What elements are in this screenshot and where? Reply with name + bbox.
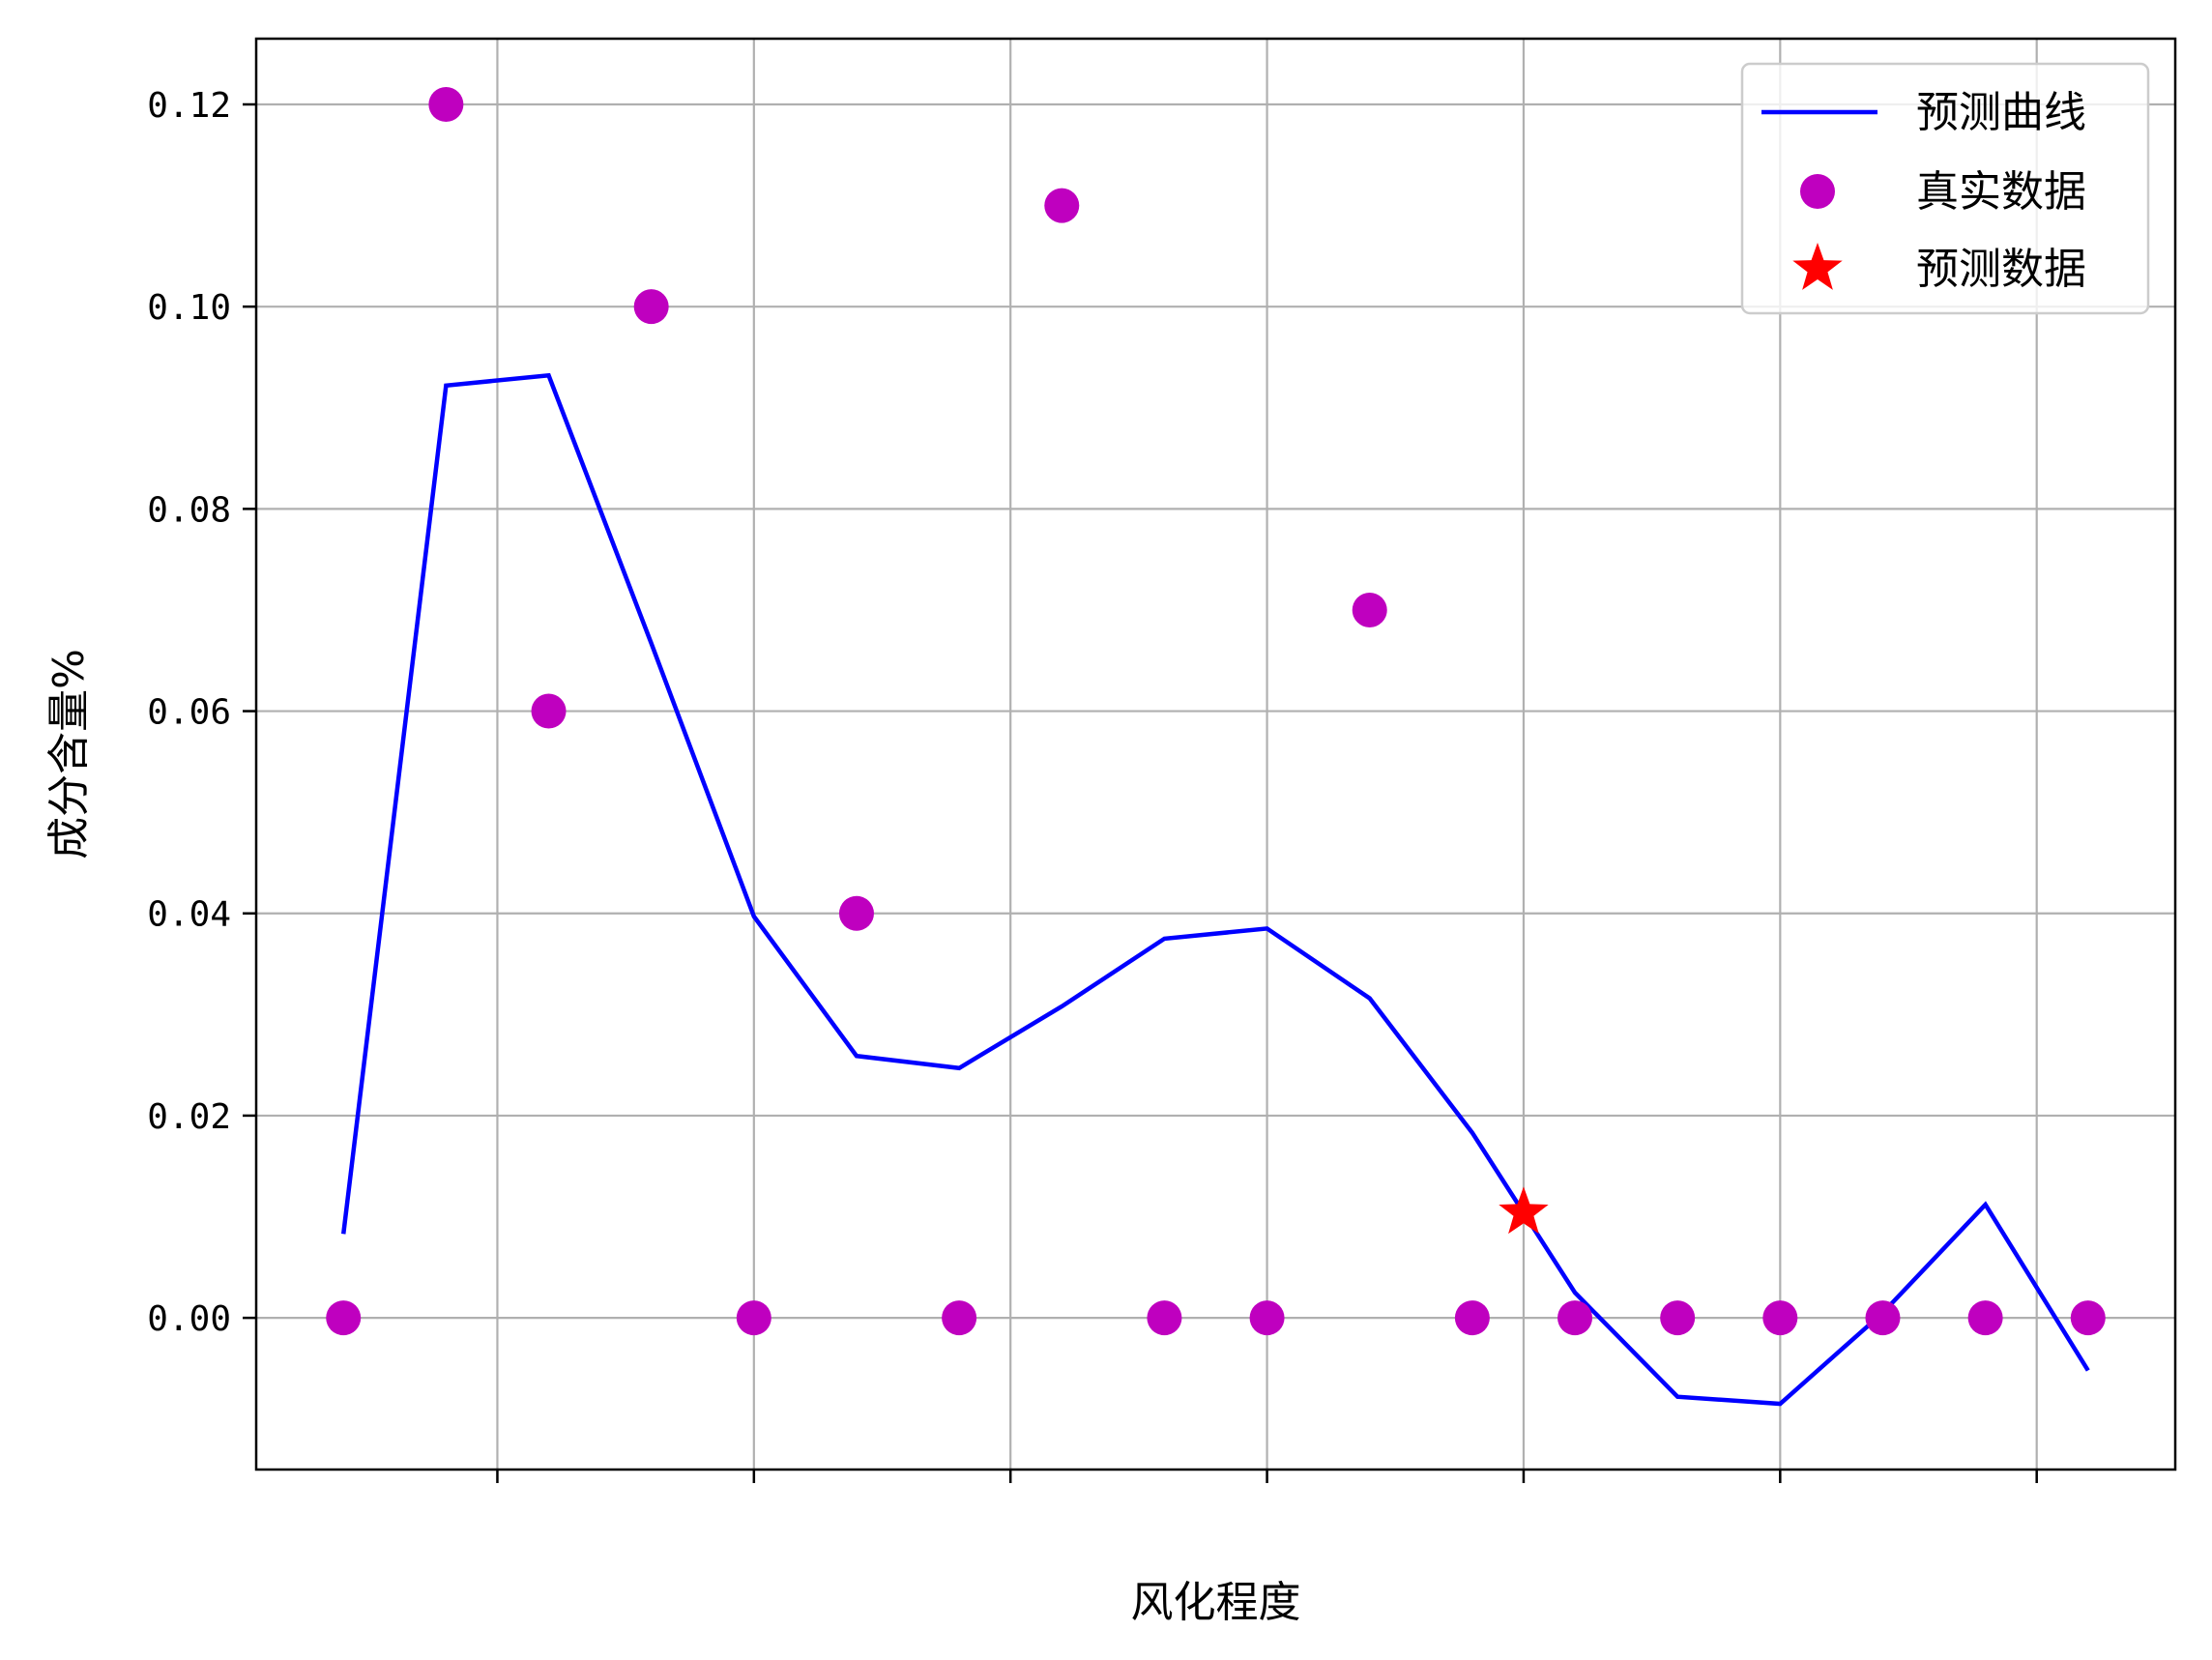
data-point-actual (1352, 592, 1387, 627)
data-point-actual (1044, 188, 1080, 223)
data-point-actual (1147, 1300, 1182, 1336)
y-tick-label: 0.08 (147, 490, 231, 530)
y-axis-label: 成分含量% (44, 649, 94, 859)
data-point-actual (326, 1300, 362, 1336)
y-tick-label: 0.06 (147, 693, 231, 733)
plot-series (326, 86, 2106, 1407)
y-tick-label: 0.04 (147, 895, 231, 935)
y-tick-label: 0.02 (147, 1097, 231, 1137)
x-axis-label: 风化程度 (1131, 1578, 1301, 1627)
series-line-predicted-curve (340, 372, 2090, 1407)
data-point-actual (736, 1300, 771, 1336)
data-point-actual (1967, 1300, 2003, 1336)
y-tick-label: 0.00 (147, 1299, 231, 1339)
data-point-actual (2070, 1300, 2106, 1336)
y-axis-ticks: 0.00 0.02 0.04 0.06 0.08 0.10 0.12 (147, 86, 256, 1339)
data-point-actual (633, 289, 669, 325)
data-point-actual (1249, 1300, 1285, 1336)
data-point-actual (1557, 1300, 1593, 1336)
legend-label: 预测数据 (1916, 245, 2086, 294)
data-point-actual (1660, 1300, 1696, 1336)
data-point-predicted-star (1499, 1186, 1549, 1235)
y-tick-label: 0.12 (147, 86, 231, 126)
legend-label: 预测曲线 (1916, 88, 2086, 137)
data-point-actual (1865, 1300, 1901, 1336)
legend-circle-swatch (1800, 174, 1835, 209)
data-point-actual (1762, 1300, 1798, 1336)
plot-frame (254, 37, 2177, 1471)
legend-label: 真实数据 (1916, 167, 2086, 217)
x-axis-ticks (496, 1470, 2038, 1483)
data-point-actual (1454, 1300, 1490, 1336)
data-point-actual (531, 693, 567, 729)
data-point-actual (942, 1300, 977, 1336)
data-point-actual (428, 86, 464, 122)
legend-star-swatch (1792, 243, 1843, 290)
y-tick-label: 0.10 (147, 288, 231, 328)
legend-box (1740, 62, 2150, 315)
data-point-actual (838, 895, 874, 931)
